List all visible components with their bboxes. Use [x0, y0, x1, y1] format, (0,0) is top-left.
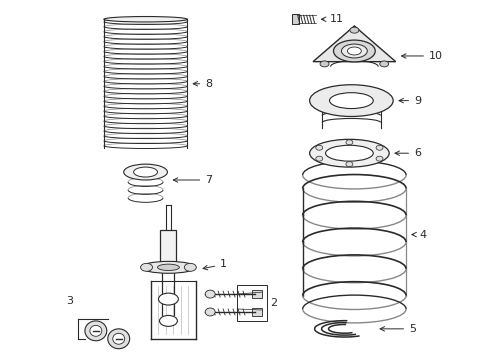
Ellipse shape	[159, 315, 177, 327]
Ellipse shape	[325, 145, 373, 161]
Ellipse shape	[347, 47, 361, 55]
Ellipse shape	[134, 167, 157, 177]
Ellipse shape	[310, 139, 389, 167]
Text: 9: 9	[399, 96, 421, 105]
Ellipse shape	[184, 264, 196, 271]
Ellipse shape	[141, 261, 196, 273]
Text: 7: 7	[173, 175, 212, 185]
Ellipse shape	[205, 290, 215, 298]
Ellipse shape	[346, 162, 353, 167]
Ellipse shape	[329, 93, 373, 109]
Ellipse shape	[90, 325, 102, 336]
Text: 1: 1	[203, 259, 227, 270]
Ellipse shape	[376, 145, 383, 150]
Text: 11: 11	[321, 14, 343, 24]
Ellipse shape	[85, 321, 107, 341]
Ellipse shape	[342, 44, 368, 58]
Text: 3: 3	[66, 296, 73, 306]
Ellipse shape	[123, 164, 168, 180]
Bar	[292, 14, 299, 24]
Bar	[252, 290, 262, 298]
Ellipse shape	[113, 333, 124, 344]
Text: 5: 5	[380, 324, 416, 334]
Ellipse shape	[316, 145, 323, 150]
Polygon shape	[313, 26, 396, 62]
Bar	[237, 285, 267, 321]
Ellipse shape	[104, 17, 187, 22]
Bar	[161, 230, 176, 264]
Ellipse shape	[316, 156, 323, 161]
Text: 8: 8	[193, 79, 212, 89]
Ellipse shape	[350, 27, 359, 33]
Text: 4: 4	[412, 230, 426, 239]
Text: 6: 6	[395, 148, 421, 158]
Ellipse shape	[158, 293, 178, 305]
Ellipse shape	[334, 40, 375, 62]
Bar	[252, 308, 262, 316]
Ellipse shape	[205, 308, 215, 316]
Ellipse shape	[310, 85, 393, 117]
Ellipse shape	[346, 140, 353, 145]
Ellipse shape	[376, 156, 383, 161]
Ellipse shape	[320, 61, 329, 67]
Text: 2: 2	[270, 298, 277, 308]
Ellipse shape	[141, 264, 152, 271]
Text: 10: 10	[402, 51, 443, 61]
Ellipse shape	[380, 61, 389, 67]
Ellipse shape	[108, 329, 130, 349]
Ellipse shape	[157, 264, 179, 270]
